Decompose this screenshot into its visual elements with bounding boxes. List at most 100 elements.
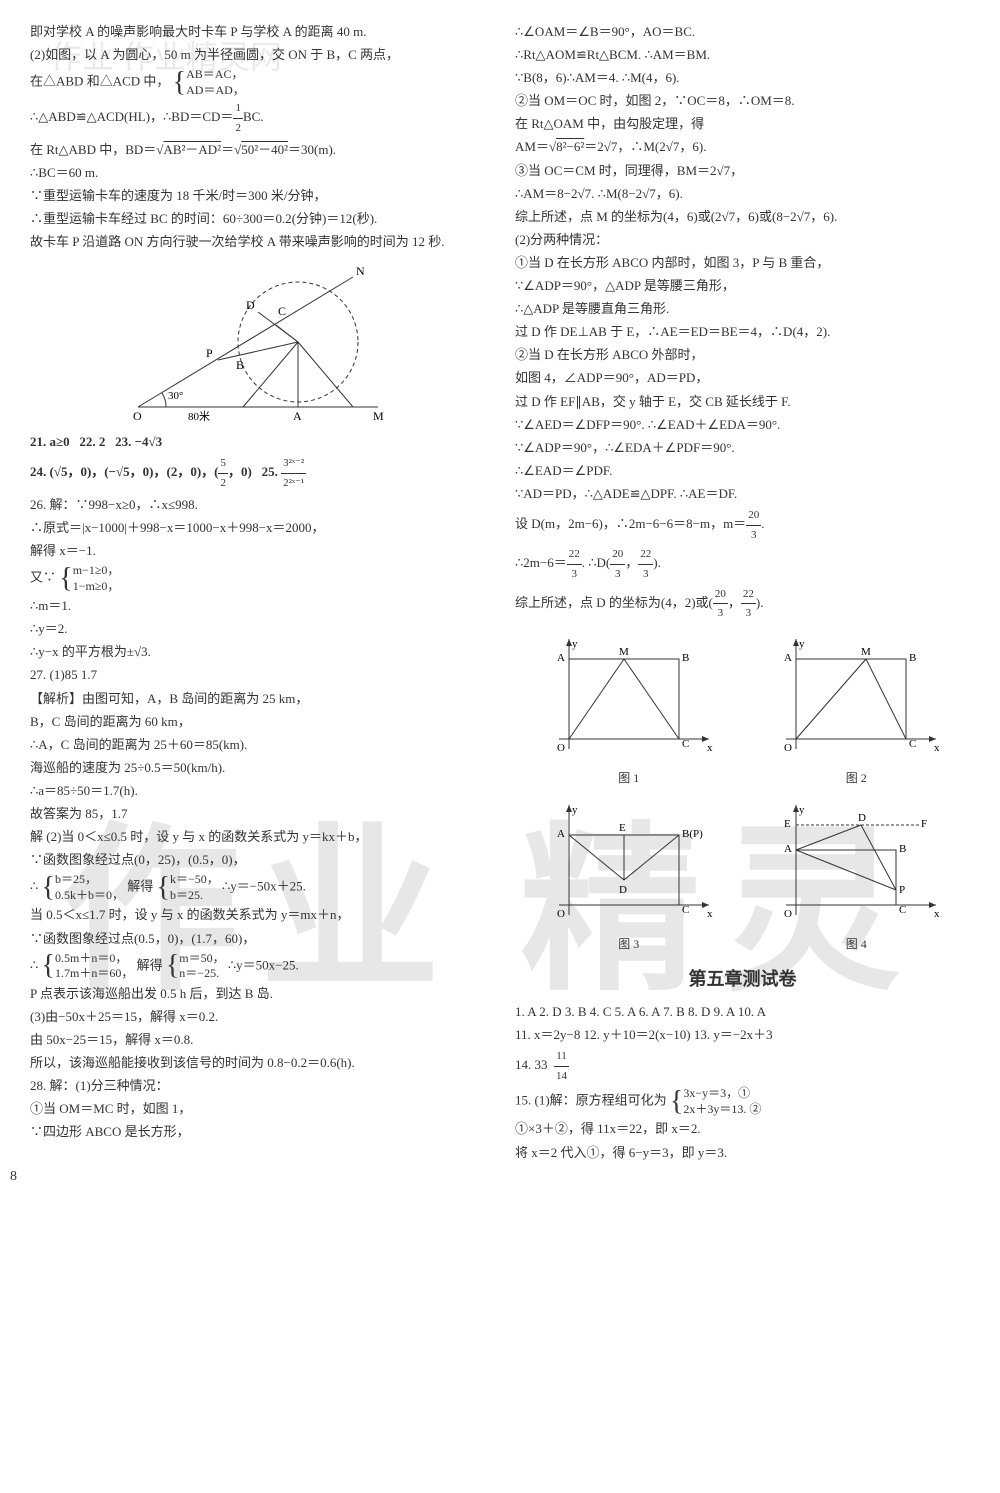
text-line: ∵函数图象经过点(0.5，0)，(1.7，60)，	[30, 928, 485, 950]
text: ∴	[30, 957, 38, 972]
text: BC.	[243, 110, 264, 125]
text-line: ∵函数图象经过点(0，25)，(0.5，0)，	[30, 849, 485, 871]
label-M: M	[373, 409, 384, 423]
text-line: 故答案为 85，1.7	[30, 803, 485, 825]
text: ，	[625, 556, 638, 571]
cases: {b＝25，0.5k＋b＝0，	[42, 872, 124, 903]
fig-caption-2: 图 2	[766, 768, 946, 788]
coord-diagram-3: y x O A E B(P) C D	[539, 795, 719, 925]
text: ＝2√7，∴M(2√7，6).	[584, 139, 706, 154]
label-C: C	[278, 304, 286, 318]
text: ∴y＝50x−25.	[228, 957, 299, 972]
text-line: AM＝√8²−6²＝2√7，∴M(2√7，6).	[515, 136, 970, 158]
text-line: 故卡车 P 沿道路 ON 方向行驶一次给学校 A 带来噪声影响的时间为 12 秒…	[30, 231, 485, 253]
text-line: 综上所述，点 M 的坐标为(4，6)或(2√7，6)或(8−2√7，6).	[515, 206, 970, 228]
text-line: ∴重型运输卡车经过 BC 的时间：60÷300＝0.2(分钟)＝12(秒).	[30, 208, 485, 230]
numerator: 22	[741, 585, 756, 605]
text: 又∵	[30, 570, 56, 585]
label: O	[784, 908, 792, 920]
case-line: 3x−y＝3，①	[683, 1086, 761, 1102]
cases: { m−1≥0， 1−m≥0，	[59, 563, 119, 594]
fraction: 203	[746, 506, 761, 544]
text-line: 在△ABD 和△ACD 中， { AB＝AC， AD＝AD，	[30, 67, 485, 98]
text-line: ∴y−x 的平方根为±√3.	[30, 641, 485, 663]
chapter-title: 第五章测试卷	[515, 964, 970, 995]
numerator: 20	[713, 585, 728, 605]
fraction: 203	[610, 545, 625, 583]
label: F	[921, 818, 927, 830]
label-N: N	[356, 264, 365, 278]
label: C	[909, 738, 916, 750]
denominator: 3	[741, 604, 756, 623]
label: A	[784, 843, 792, 855]
cases: {k＝−50，b＝25.	[157, 872, 219, 903]
label: O	[557, 908, 565, 920]
label: E	[619, 822, 626, 834]
label: M	[861, 646, 871, 658]
text-line: 如图 4，∠ADP＝90°，AD＝PD，	[515, 367, 970, 389]
figure-4: y x O E A B C D F P 图 4	[766, 795, 946, 954]
label: y	[572, 804, 578, 816]
label: E	[784, 818, 791, 830]
fraction: 203	[713, 585, 728, 623]
text: 综上所述，点 D 的坐标为(4，2)或(	[515, 595, 713, 610]
label-O: O	[133, 409, 142, 423]
text-line: ∴y＝2.	[30, 618, 485, 640]
label: x	[707, 742, 713, 754]
text: ).	[756, 595, 764, 610]
text: 设 D(m，2m−6)，∴2m−6−6＝8−m，m＝	[515, 516, 746, 531]
numerator: 22	[567, 545, 582, 565]
text: . ∴D(	[582, 556, 611, 571]
coord-diagram-1: y x O A M B C	[539, 629, 719, 759]
sqrt: 8²−6²	[556, 139, 584, 154]
text-line: 解得 x＝−1.	[30, 540, 485, 562]
denominator: 2	[233, 119, 243, 138]
text-line: ∵四边形 ABCO 是长方形，	[30, 1121, 485, 1143]
sqrt: AB²－AD²	[163, 142, 221, 157]
label-angle: 30°	[168, 390, 183, 402]
numerator: 11	[554, 1047, 569, 1067]
text: ，	[728, 595, 741, 610]
text: 在 Rt△ABD 中，BD＝	[30, 142, 156, 157]
text-line: 当 0.5＜x≤1.7 时，设 y 与 x 的函数关系式为 y＝mx＋n，	[30, 904, 485, 926]
fraction: 12	[233, 99, 243, 137]
cases: {m＝50，n＝−25.	[166, 951, 225, 982]
left-column: 即对学校 A 的噪声影响最大时卡车 P 与学校 A 的距离 40 m. (2)如…	[30, 20, 485, 1165]
text-line: 由 50x−25＝15，解得 x＝0.8.	[30, 1029, 485, 1051]
coord-diagram-2: y x O A M B C	[766, 629, 946, 759]
label-B: B	[236, 358, 244, 372]
text-line: ∴△ABD≌△ACD(HL)，∴BD＝CD＝12BC.	[30, 99, 485, 137]
numerator: 20	[610, 545, 625, 565]
case-line: b＝25，	[55, 872, 124, 888]
q24a: 24. (√5，0)，(−√5，0)，(2，0)，(	[30, 464, 218, 479]
denominator: 3	[713, 604, 728, 623]
text-line: ∴2m−6＝223. ∴D(203，223).	[515, 545, 970, 583]
text-line: (2)分两种情况：	[515, 229, 970, 251]
text-line: ∴BC＝60 m.	[30, 162, 485, 184]
right-column: ∴∠OAM＝∠B＝90°，AO＝BC. ∴Rt△AOM≌Rt△BCM. ∴AM＝…	[515, 20, 970, 1165]
text-line: 27. (1)85 1.7	[30, 664, 485, 686]
label: D	[858, 812, 866, 824]
label: B	[682, 652, 689, 664]
text-line: 28. 解：(1)分三种情况：	[30, 1075, 485, 1097]
label: P	[899, 884, 905, 896]
text-line: ∴AM＝8−2√7. ∴M(8−2√7，6).	[515, 183, 970, 205]
text: 在△ABD 和△ACD 中，	[30, 74, 169, 89]
text-line: ∵∠ADP＝90°，△ADP 是等腰三角形，	[515, 275, 970, 297]
page-number: 8	[10, 1165, 17, 1189]
answer-line: 24. (√5，0)，(−√5，0)，(2，0)，(52，0) 25. 3²ˣ⁻…	[30, 454, 485, 492]
text-line: 过 D 作 DE⊥AB 于 E，∴AE＝ED＝BE＝4，∴D(4，2).	[515, 321, 970, 343]
label: x	[707, 908, 713, 920]
text: ∴	[30, 879, 38, 894]
fraction: 52	[218, 454, 228, 492]
text-line: 设 D(m，2m−6)，∴2m−6−6＝8−m，m＝203.	[515, 506, 970, 544]
label: C	[682, 738, 689, 750]
case-line: AB＝AC，	[186, 67, 245, 83]
label: A	[557, 652, 565, 664]
text: 解得	[127, 879, 153, 894]
label-D: D	[246, 298, 255, 312]
left-brace-icon: {	[157, 881, 170, 895]
label-dist: 80米	[188, 410, 210, 423]
cases: { AB＝AC， AD＝AD，	[173, 67, 245, 98]
text-line: 即对学校 A 的噪声影响最大时卡车 P 与学校 A 的距离 40 m.	[30, 21, 485, 43]
